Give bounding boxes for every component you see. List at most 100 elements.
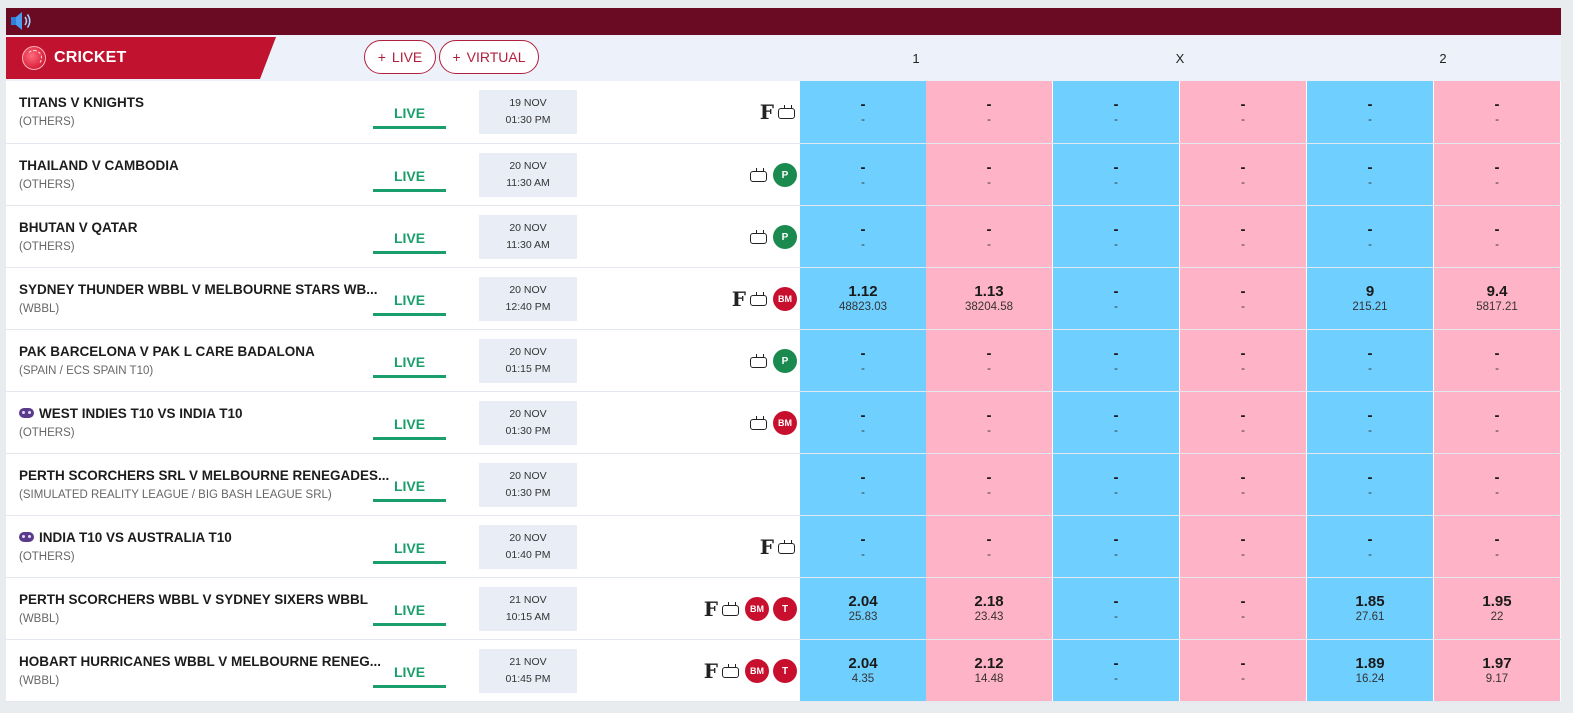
lay-odds-cell[interactable]: 1.13 38204.58 (926, 268, 1053, 329)
lay-odds-cell[interactable]: -- (1434, 454, 1561, 515)
lay-odds-cell[interactable]: -- (1434, 392, 1561, 453)
back-odds-cell[interactable]: -- (1053, 640, 1180, 701)
match-name[interactable]: WEST INDIES T10 VS INDIA T10 (19, 406, 243, 421)
lay-odds-cell[interactable]: -- (1180, 81, 1307, 143)
tv-icon (750, 230, 769, 244)
match-time: 11:30 AM (506, 177, 550, 189)
live-status[interactable]: LIVE (373, 471, 446, 502)
lay-odds-cell[interactable]: -- (1434, 516, 1561, 577)
back-odds-cell[interactable]: -- (800, 144, 927, 205)
match-row[interactable]: BHUTAN V QATAR (OTHERS) LIVE 20 NOV 11:30 AM… (6, 206, 1561, 268)
live-status[interactable]: LIVE (373, 161, 446, 192)
lay-odds-cell[interactable]: -- (926, 330, 1053, 391)
odds-volume: - (1368, 424, 1372, 437)
lay-odds-cell[interactable]: -- (926, 454, 1053, 515)
back-odds-cell[interactable]: 2.04 25.83 (800, 578, 927, 639)
back-odds-cell[interactable]: 2.04 4.35 (800, 640, 927, 701)
match-name[interactable]: PERTH SCORCHERS WBBL V SYDNEY SIXERS WBB… (19, 592, 368, 607)
lay-odds-cell[interactable]: -- (1434, 206, 1561, 267)
live-status[interactable]: LIVE (373, 595, 446, 626)
back-odds-cell[interactable]: -- (1307, 81, 1434, 143)
lay-odds-cell[interactable]: -- (926, 206, 1053, 267)
match-name[interactable]: PERTH SCORCHERS SRL V MELBOURNE RENEGADE… (19, 468, 389, 483)
lay-odds-cell[interactable]: -- (1180, 578, 1307, 639)
lay-odds-cell[interactable]: -- (926, 516, 1053, 577)
match-name[interactable]: HOBART HURRICANES WBBL V MELBOURNE RENEG… (19, 654, 381, 669)
lay-odds-cell[interactable]: -- (1180, 640, 1307, 701)
live-status[interactable]: LIVE (373, 98, 446, 129)
match-name[interactable]: PAK BARCELONA V PAK L CARE BADALONA (19, 344, 315, 359)
odds-volume: 27.61 (1355, 610, 1385, 623)
lay-odds-cell[interactable]: -- (1180, 206, 1307, 267)
virtual-filter-button[interactable]: + VIRTUAL (439, 40, 539, 74)
lay-odds-cell[interactable]: -- (1180, 268, 1307, 329)
match-row[interactable]: TITANS V KNIGHTS (OTHERS) LIVE 19 NOV 01:30 … (6, 81, 1561, 144)
back-odds-cell[interactable]: -- (1053, 206, 1180, 267)
lay-odds-cell[interactable]: -- (1180, 330, 1307, 391)
lay-odds-cell[interactable]: -- (926, 392, 1053, 453)
match-row[interactable]: SYDNEY THUNDER WBBL V MELBOURNE STARS WB… (6, 268, 1561, 330)
back-odds-cell[interactable]: -- (1053, 268, 1180, 329)
back-odds-cell[interactable]: -- (1053, 578, 1180, 639)
lay-odds-cell[interactable]: -- (1180, 516, 1307, 577)
live-status[interactable]: LIVE (373, 657, 446, 688)
back-odds-cell[interactable]: -- (1053, 81, 1180, 143)
back-odds-cell[interactable]: 1.85 27.61 (1307, 578, 1434, 639)
match-row[interactable]: PERTH SCORCHERS SRL V MELBOURNE RENEGADE… (6, 454, 1561, 516)
lay-odds-cell[interactable]: 2.12 14.48 (926, 640, 1053, 701)
back-odds-cell[interactable]: -- (800, 206, 927, 267)
back-odds-cell[interactable]: -- (800, 330, 927, 391)
lay-odds-cell[interactable]: -- (926, 81, 1053, 143)
back-odds-cell[interactable]: -- (800, 516, 927, 577)
match-row[interactable]: PERTH SCORCHERS WBBL V SYDNEY SIXERS WBB… (6, 578, 1561, 640)
lay-odds-cell[interactable]: -- (1434, 330, 1561, 391)
back-odds-cell[interactable]: -- (1053, 454, 1180, 515)
back-odds-cell[interactable]: -- (1307, 454, 1434, 515)
lay-odds-cell[interactable]: -- (1180, 392, 1307, 453)
match-row[interactable]: WEST INDIES T10 VS INDIA T10 (OTHERS) LIVE… (6, 392, 1561, 454)
match-row[interactable]: INDIA T10 VS AUSTRALIA T10 (OTHERS) LIVE 20… (6, 516, 1561, 578)
sport-tab-cricket[interactable]: CRICKET (6, 37, 276, 79)
lay-odds-cell[interactable]: -- (1434, 144, 1561, 205)
back-odds-cell[interactable]: 1.12 48823.03 (800, 268, 927, 329)
match-row[interactable]: THAILAND V CAMBODIA (OTHERS) LIVE 20 NOV 11:… (6, 144, 1561, 206)
lay-odds-cell[interactable]: -- (926, 144, 1053, 205)
match-row[interactable]: HOBART HURRICANES WBBL V MELBOURNE RENEG… (6, 640, 1561, 702)
back-odds-cell[interactable]: -- (1053, 144, 1180, 205)
match-name[interactable]: INDIA T10 VS AUSTRALIA T10 (19, 530, 232, 545)
back-odds-cell[interactable]: -- (800, 81, 927, 143)
odds-volume: - (987, 486, 991, 499)
back-odds-cell[interactable]: -- (1053, 516, 1180, 577)
back-odds-cell[interactable]: -- (800, 454, 927, 515)
back-odds-cell[interactable]: -- (1307, 330, 1434, 391)
back-odds-cell[interactable]: -- (1307, 392, 1434, 453)
match-name[interactable]: SYDNEY THUNDER WBBL V MELBOURNE STARS WB… (19, 282, 378, 297)
back-odds-cell[interactable]: -- (1053, 330, 1180, 391)
live-status[interactable]: LIVE (373, 409, 446, 440)
back-odds-cell[interactable]: -- (1307, 206, 1434, 267)
match-row[interactable]: PAK BARCELONA V PAK L CARE BADALONA (SPAI… (6, 330, 1561, 392)
lay-odds-cell[interactable]: -- (1434, 81, 1561, 143)
match-name[interactable]: BHUTAN V QATAR (19, 220, 138, 235)
back-odds-cell[interactable]: -- (1307, 144, 1434, 205)
odds-price: - (1367, 158, 1373, 176)
back-odds-cell[interactable]: 9 215.21 (1307, 268, 1434, 329)
lay-odds-cell[interactable]: 2.18 23.43 (926, 578, 1053, 639)
back-odds-cell[interactable]: -- (1307, 516, 1434, 577)
back-odds-cell[interactable]: -- (800, 392, 927, 453)
live-status[interactable]: LIVE (373, 533, 446, 564)
live-status[interactable]: LIVE (373, 285, 446, 316)
lay-odds-cell[interactable]: 9.4 5817.21 (1434, 268, 1561, 329)
lay-odds-cell[interactable]: -- (1180, 144, 1307, 205)
lay-odds-cell[interactable]: -- (1180, 454, 1307, 515)
live-status[interactable]: LIVE (373, 347, 446, 378)
match-name[interactable]: TITANS V KNIGHTS (19, 95, 144, 110)
back-odds-cell[interactable]: -- (1053, 392, 1180, 453)
live-status[interactable]: LIVE (373, 223, 446, 254)
lay-odds-cell[interactable]: 1.97 9.17 (1434, 640, 1561, 701)
match-name[interactable]: THAILAND V CAMBODIA (19, 158, 179, 173)
lay-odds-cell[interactable]: 1.95 22 (1434, 578, 1561, 639)
back-odds-cell[interactable]: 1.89 16.24 (1307, 640, 1434, 701)
speaker-icon[interactable] (10, 11, 34, 31)
live-filter-button[interactable]: + LIVE (364, 40, 436, 74)
